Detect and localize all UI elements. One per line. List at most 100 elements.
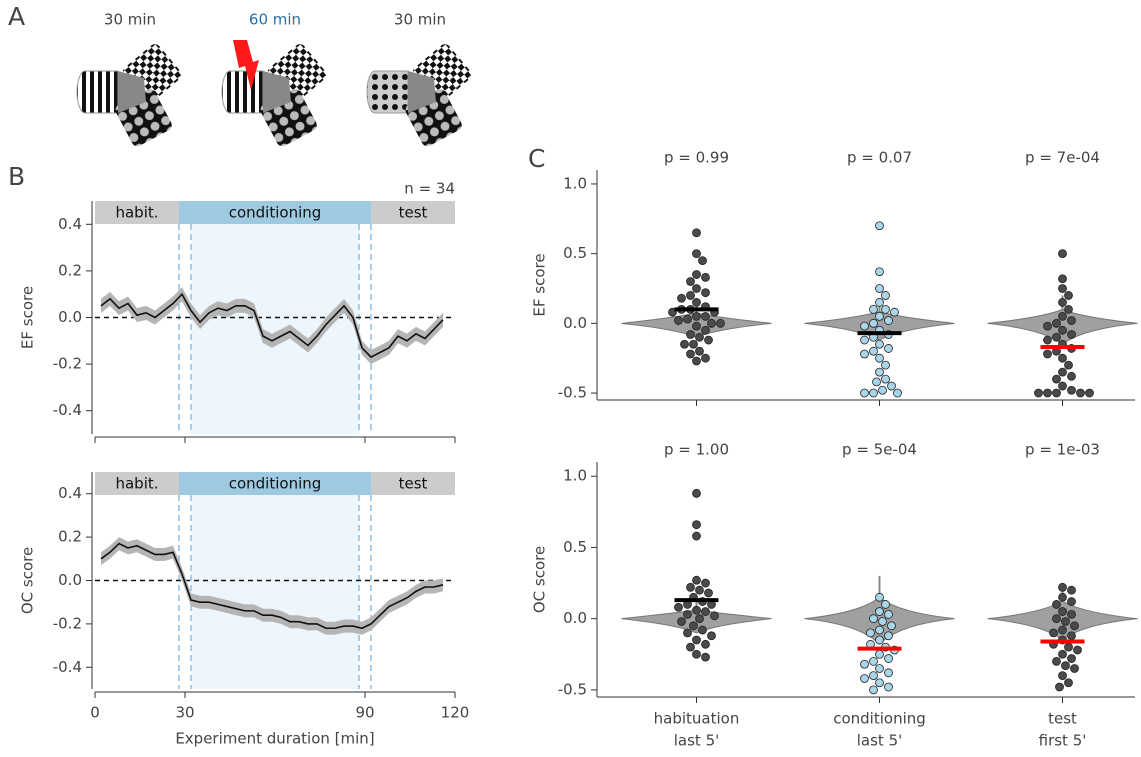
data-point [1059, 298, 1067, 306]
data-point [1053, 333, 1061, 341]
data-point [861, 660, 869, 668]
data-point [684, 610, 692, 618]
data-point [861, 350, 869, 358]
data-point [690, 340, 698, 348]
x-axis-label: Experiment duration [min] [175, 730, 374, 748]
maze [77, 42, 184, 149]
data-point [693, 250, 701, 258]
data-point [876, 608, 884, 616]
data-point [885, 683, 893, 691]
arm-left [222, 71, 263, 113]
data-point [1059, 312, 1067, 320]
data-point [1068, 586, 1076, 594]
data-point [678, 294, 686, 302]
duration-label: 30 min [394, 11, 446, 29]
y-tick-label: 1.0 [563, 467, 587, 485]
data-point [702, 273, 710, 281]
data-point [1065, 305, 1073, 313]
data-point [693, 298, 701, 306]
panel-label: C [528, 144, 545, 173]
data-point [876, 636, 884, 644]
data-point [1062, 662, 1070, 670]
x-tick-label: test [1048, 710, 1077, 728]
data-point [696, 615, 704, 623]
data-point [1059, 626, 1067, 634]
data-point [1068, 317, 1076, 325]
p-value: p = 5e-04 [842, 441, 917, 459]
data-point [870, 657, 878, 665]
data-point [1068, 372, 1076, 380]
data-point [693, 636, 701, 644]
p-value: p = 0.99 [664, 149, 729, 167]
data-point [876, 354, 884, 362]
data-point [1068, 632, 1076, 640]
data-point [1053, 389, 1061, 397]
data-point [1044, 389, 1052, 397]
data-point [1059, 354, 1067, 362]
data-point [687, 350, 695, 358]
maze [222, 40, 329, 148]
data-point [1065, 679, 1073, 687]
data-point [702, 312, 710, 320]
data-point [1074, 646, 1082, 654]
data-point [861, 674, 869, 682]
data-point [1059, 583, 1067, 591]
data-point [870, 389, 878, 397]
data-point [693, 532, 701, 540]
phase-label: habit. [115, 475, 158, 493]
data-point [678, 618, 686, 626]
data-point [699, 626, 707, 634]
p-value: p = 1.00 [664, 441, 729, 459]
data-point [717, 319, 725, 327]
figure: A B C 30 min60 min30 min habit.condition… [0, 0, 1141, 757]
data-point [1059, 650, 1067, 658]
y-tick-label: -0.4 [53, 658, 82, 676]
data-point [693, 521, 701, 529]
data-point [885, 655, 893, 663]
y-tick-label: 0.2 [58, 528, 82, 546]
data-point [1053, 657, 1061, 665]
y-tick-label: 1.0 [563, 174, 587, 192]
data-point [888, 622, 896, 630]
y-tick-label: 0.5 [563, 244, 587, 262]
data-point [1062, 618, 1070, 626]
x-tick-sublabel: last 5' [857, 732, 903, 750]
data-point [894, 389, 902, 397]
data-point [1044, 350, 1052, 358]
data-point [1059, 326, 1067, 334]
data-point [1059, 275, 1067, 283]
data-point [879, 386, 887, 394]
data-point [687, 583, 695, 591]
data-point [693, 322, 701, 330]
x-tick-label: habituation [654, 710, 740, 728]
data-point [1044, 322, 1052, 330]
data-point [876, 650, 884, 658]
schematics: 30 min 60 min 30 min [77, 11, 474, 149]
data-point [861, 389, 869, 397]
data-point [876, 626, 884, 634]
data-point [876, 679, 884, 687]
panel-label: B [8, 162, 25, 191]
y-tick-label: 0.4 [58, 215, 82, 233]
data-point [1044, 336, 1052, 344]
data-point [876, 368, 884, 376]
data-point [699, 257, 707, 265]
data-point [693, 650, 701, 658]
data-point [1059, 672, 1067, 680]
data-point [1068, 598, 1076, 606]
p-value: p = 1e-03 [1025, 441, 1100, 459]
data-point [681, 340, 689, 348]
y-tick-label: 0.4 [58, 484, 82, 502]
maze [367, 42, 474, 149]
data-point [876, 298, 884, 306]
duration-label: 60 min [249, 11, 301, 29]
y-tick-label: -0.4 [53, 401, 82, 419]
data-point [861, 336, 869, 344]
arm-left [77, 71, 118, 113]
data-point [870, 319, 878, 327]
data-point [1068, 386, 1076, 394]
duration-label: 30 min [104, 11, 156, 29]
data-point [687, 291, 695, 299]
p-value: p = 0.07 [847, 149, 912, 167]
y-tick-label: -0.2 [53, 614, 82, 632]
